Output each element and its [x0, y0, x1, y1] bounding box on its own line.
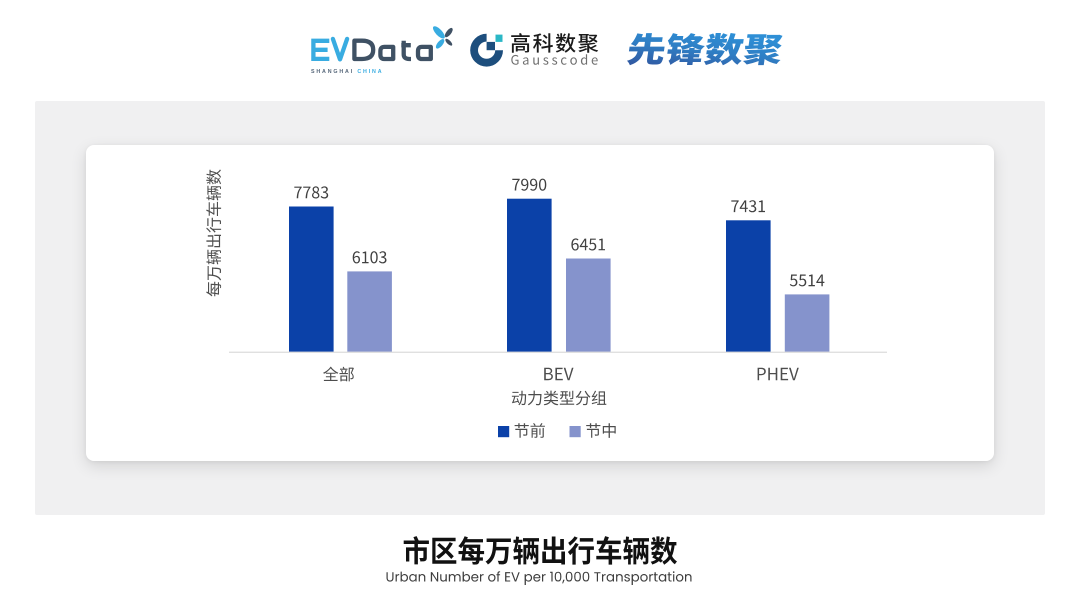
svg-text:SHANGHAI CHINA: SHANGHAI CHINA: [311, 69, 383, 75]
